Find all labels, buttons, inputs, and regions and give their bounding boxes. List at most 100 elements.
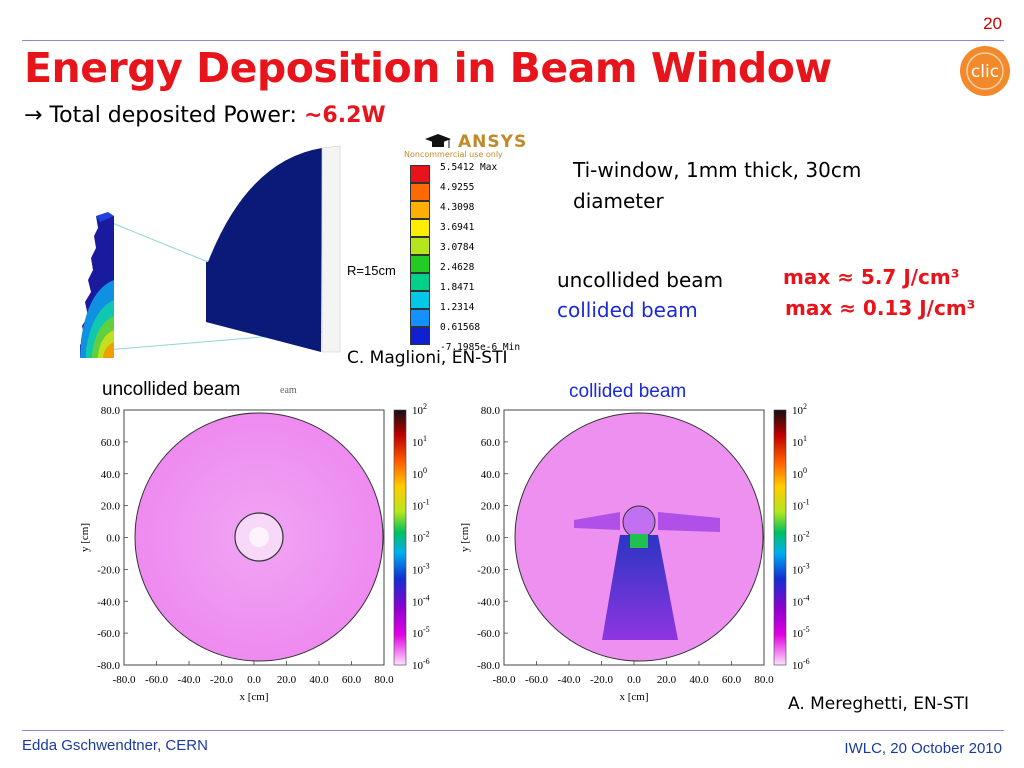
arrow-icon: → xyxy=(24,103,43,128)
right-plot-label: collided beam xyxy=(569,381,687,402)
colorbar-label: 102 xyxy=(412,402,427,417)
y-tick-label: -20.0 xyxy=(477,564,500,576)
ansys-legend-label: 1.8471 xyxy=(440,282,475,293)
colorbar-label: 10-3 xyxy=(412,561,430,576)
y-tick-label: 80.0 xyxy=(101,405,121,417)
y-tick-label: 60.0 xyxy=(101,437,121,449)
x-tick-label: -60.0 xyxy=(145,674,168,686)
y-tick-label: -60.0 xyxy=(477,628,500,640)
ansys-legend-label: 5.5412 Max xyxy=(440,162,498,173)
footer-divider xyxy=(22,730,1004,731)
radius-label: R=15cm xyxy=(347,263,396,278)
colorbar-label: 10-5 xyxy=(412,625,430,640)
ansys-legend-swatch xyxy=(410,237,430,255)
ansys-legend-swatch xyxy=(410,291,430,309)
ansys-legend-swatch xyxy=(410,327,430,345)
x-tick-label: 80.0 xyxy=(754,674,774,686)
y-tick-label: 60.0 xyxy=(481,437,501,449)
x-tick-label: 0.0 xyxy=(627,674,641,686)
colorbar-label: 10-2 xyxy=(412,530,430,545)
x-tick-label: -20.0 xyxy=(210,674,233,686)
uncollided-beam-label: uncollided beam xyxy=(557,268,724,292)
uncollided-plot: 80.0 60.0 40.0 20.0 0.0 -20.0 -40.0 -60.0 -80.0 -… xyxy=(79,402,430,703)
ansys-legend-label: -7.1985e-6 Min xyxy=(440,342,521,353)
slide-title: Energy Deposition in Beam Window xyxy=(24,44,832,92)
colorbar-label: 100 xyxy=(412,466,427,481)
svg-text:clic: clic xyxy=(971,62,999,82)
colorbar-label: 102 xyxy=(792,402,807,417)
x-tick-label: 40.0 xyxy=(309,674,329,686)
bullet-label: Total deposited Power: xyxy=(49,103,304,128)
y-tick-label: 20.0 xyxy=(101,501,121,513)
y-axis-label: y [cm] xyxy=(459,523,471,552)
x-tick-label: -60.0 xyxy=(525,674,548,686)
ansys-brand: ANSYS xyxy=(458,132,528,152)
bullet-value: ~6.2W xyxy=(303,103,386,128)
credit-maglioni: C. Maglioni, EN-STI xyxy=(347,348,508,368)
x-tick-label: 0.0 xyxy=(247,674,261,686)
y-tick-label: -40.0 xyxy=(97,596,120,608)
page-number: 20 xyxy=(983,14,1002,33)
footer-event: IWLC, 20 October 2010 xyxy=(844,740,1002,757)
ansys-legend-swatch xyxy=(410,273,430,291)
y-tick-label: 0.0 xyxy=(486,533,500,545)
footer-author: Edda Gschwendtner, CERN xyxy=(22,737,208,754)
colorbar-label: 10-5 xyxy=(792,625,810,640)
ansys-legend-label: 0.61568 xyxy=(440,322,481,333)
y-tick-label: 80.0 xyxy=(481,405,501,417)
colorbar-label: 10-1 xyxy=(412,498,430,513)
y-tick-label: 40.0 xyxy=(481,469,501,481)
collided-beam-label: collided beam xyxy=(557,298,698,322)
y-tick-label: 0.0 xyxy=(106,533,120,545)
window-geometry-image xyxy=(80,145,341,358)
y-tick-label: 40.0 xyxy=(101,469,121,481)
collided-plot: 80.060.040.020.00.0-20.0-40.0-60.0-80.0-… xyxy=(459,402,810,703)
ansys-legend-swatch xyxy=(410,219,430,237)
x-tick-label: -40.0 xyxy=(558,674,581,686)
y-tick-label: 20.0 xyxy=(481,501,501,513)
colorbar-label: 100 xyxy=(792,466,807,481)
ansys-notice: Noncommercial use only xyxy=(404,150,503,159)
x-tick-label: 20.0 xyxy=(657,674,677,686)
colorbar-label: 10-6 xyxy=(792,657,810,672)
ansys-legend-label: 4.3098 xyxy=(440,202,475,213)
y-tick-label: -40.0 xyxy=(477,596,500,608)
ansys-legend-labels: 5.5412 Max 4.9255 4.3098 3.6941 3.0784 2.4628… xyxy=(440,162,560,353)
y-axis-label: y [cm] xyxy=(79,523,91,552)
deposited-power-bullet: → Total deposited Power: ~6.2W xyxy=(24,103,386,128)
x-tick-label: -20.0 xyxy=(590,674,613,686)
colorbar-label: 10-1 xyxy=(792,498,810,513)
x-tick-label: 60.0 xyxy=(722,674,742,686)
y-tick-label: -80.0 xyxy=(97,660,120,672)
ansys-legend-swatch xyxy=(410,255,430,273)
x-tick-label: 60.0 xyxy=(342,674,362,686)
x-axis-label: x [cm] xyxy=(619,691,648,703)
ansys-legend-label: 3.0784 xyxy=(440,242,475,253)
y-tick-label: -20.0 xyxy=(97,564,120,576)
ansys-legend-label: 2.4628 xyxy=(440,262,475,273)
x-tick-label: -80.0 xyxy=(113,674,136,686)
uncollided-max: max ≈ 5.7 J/cm³ xyxy=(783,265,960,289)
left-plot-label-residual: eam xyxy=(280,385,297,396)
colorbar-label: 10-3 xyxy=(792,561,810,576)
ansys-colorbar xyxy=(410,165,430,345)
ansys-legend-swatch xyxy=(410,201,430,219)
header-divider xyxy=(22,40,1004,41)
clic-logo: clic xyxy=(960,46,1010,96)
colorbar-label: 101 xyxy=(412,434,427,449)
colorbar-label: 10-4 xyxy=(792,593,810,608)
x-tick-label: -80.0 xyxy=(493,674,516,686)
x-tick-label: 40.0 xyxy=(689,674,709,686)
colorbar-label: 10-2 xyxy=(792,530,810,545)
colorbar-label: 10-6 xyxy=(412,657,430,672)
window-description: Ti-window, 1mm thick, 30cm diameter xyxy=(573,158,862,213)
x-tick-label: -40.0 xyxy=(178,674,201,686)
graduation-cap-icon xyxy=(425,134,451,148)
ansys-legend-label: 3.6941 xyxy=(440,222,475,233)
left-plot-label: uncollided beam xyxy=(102,379,241,400)
x-axis-label: x [cm] xyxy=(239,691,268,703)
y-tick-label: -80.0 xyxy=(477,660,500,672)
collided-max: max ≈ 0.13 J/cm³ xyxy=(785,296,976,320)
colorbar-label: 10-4 xyxy=(412,593,430,608)
ansys-legend-label: 4.9255 xyxy=(440,182,475,193)
